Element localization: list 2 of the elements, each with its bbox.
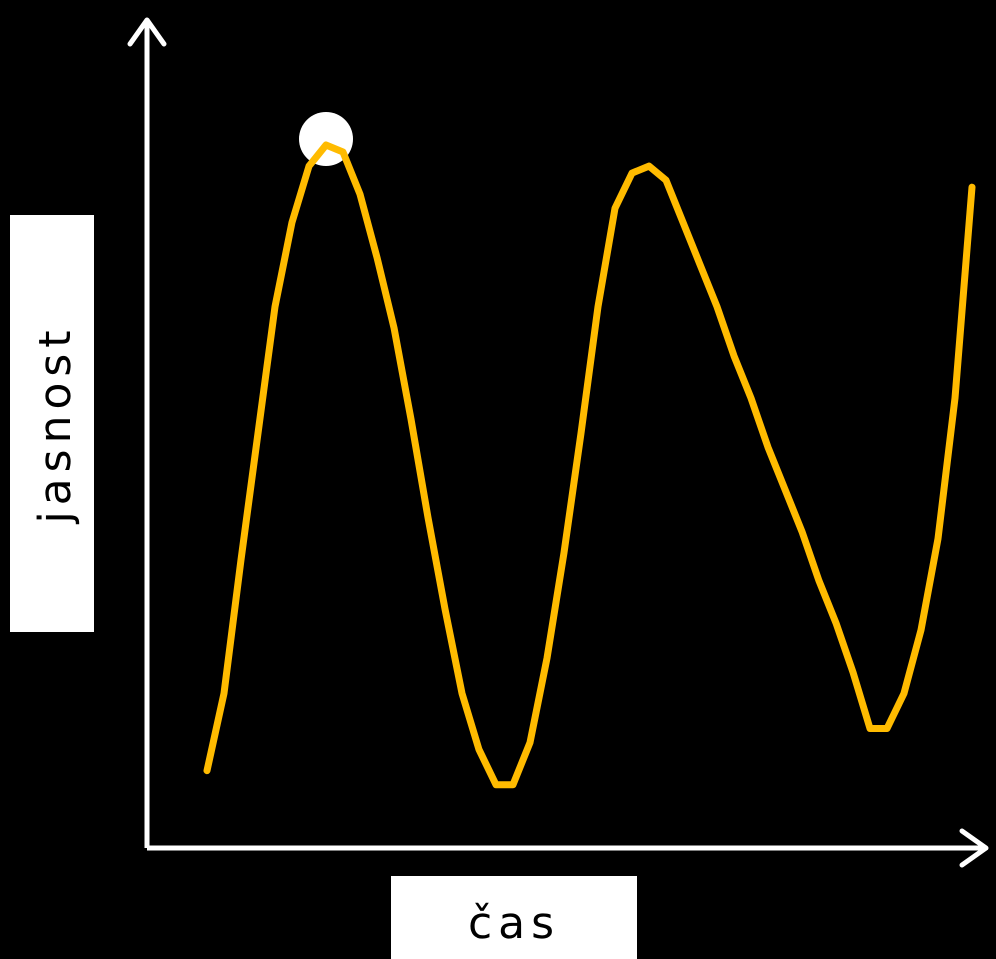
y-axis-title: jasnost [30, 324, 81, 525]
x-axis-title: čas [468, 898, 560, 949]
